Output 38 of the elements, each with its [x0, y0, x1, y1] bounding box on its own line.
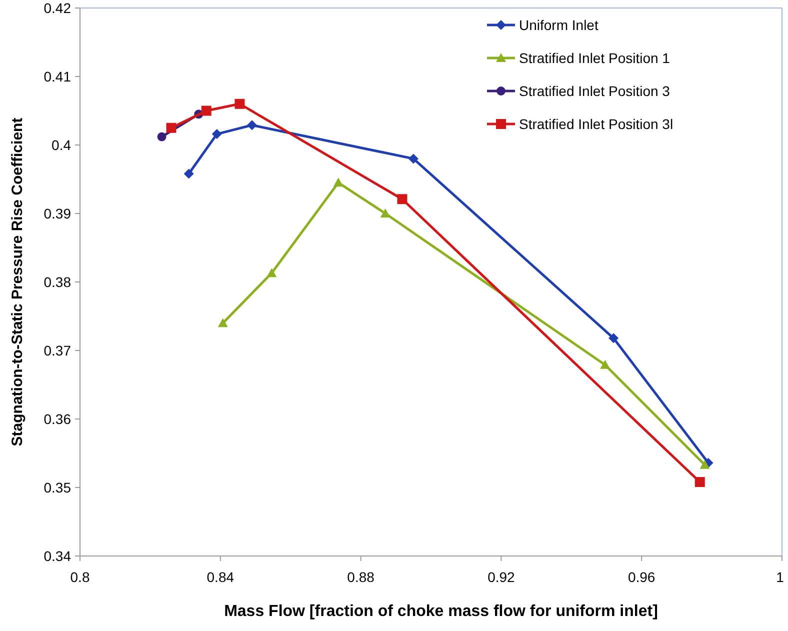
legend-label: Stratified Inlet Position 3: [519, 82, 670, 99]
point: [201, 106, 212, 116]
point: [694, 477, 705, 488]
y-tick-label: 0.38: [44, 274, 72, 290]
point: [234, 98, 245, 109]
point: [397, 194, 408, 204]
point: [212, 129, 222, 140]
point: [246, 120, 257, 130]
x-tick-label: 0.88: [347, 569, 375, 585]
legend-label: Stratified Inlet Position 3l: [519, 116, 674, 132]
y-tick-label: 0.4: [52, 136, 72, 153]
point: [184, 168, 194, 179]
x-tick-label: 0.84: [206, 569, 234, 585]
x-axis-title: Mass Flow [fraction of choke mass flow for uniform inlet]: [224, 603, 658, 620]
point: [700, 460, 710, 469]
x-tick-label: 1: [776, 569, 784, 585]
point: [333, 178, 344, 187]
x-tick-label: 0.96: [628, 569, 656, 585]
y-tick-label: 0.37: [44, 342, 72, 358]
point: [266, 268, 277, 278]
y-tick-label: 0.36: [44, 410, 72, 427]
point: [380, 208, 390, 218]
point: [408, 154, 418, 164]
point: [600, 360, 610, 369]
legend-label: Stratified Inlet Position 1: [519, 50, 670, 66]
y-tick-label: 0.39: [44, 205, 72, 222]
point: [218, 318, 228, 328]
point: [166, 122, 176, 133]
y-tick-label: 0.35: [44, 479, 72, 496]
x-tick-label: 0.92: [488, 569, 516, 585]
x-tick-label: 0.8: [70, 569, 90, 585]
point: [608, 333, 619, 344]
y-tick-label: 0.34: [44, 548, 72, 564]
y-tick-label: 0.42: [44, 0, 72, 16]
point: [157, 132, 166, 142]
y-axis-title: Stagnation-to-Static Pressure Rise Coefficient: [9, 118, 26, 446]
legend-label: Uniform Inlet: [519, 16, 598, 33]
y-tick-label: 0.41: [44, 68, 72, 84]
